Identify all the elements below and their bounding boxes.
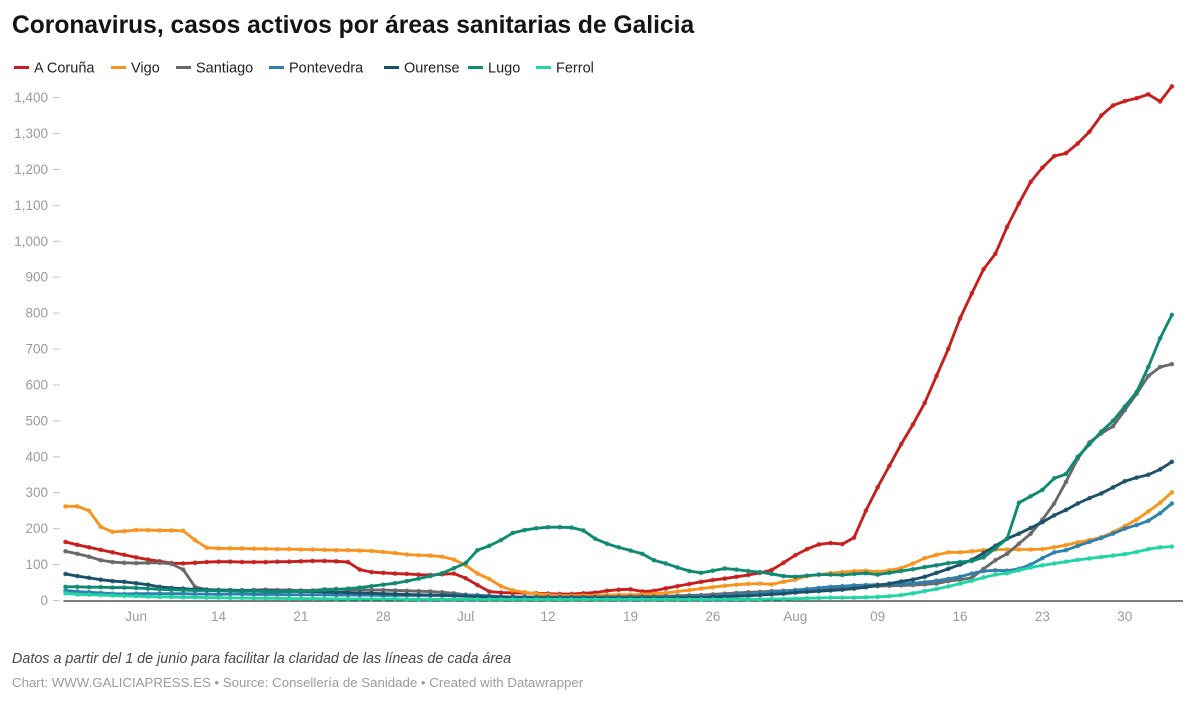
- svg-text:400: 400: [25, 449, 48, 464]
- svg-text:21: 21: [293, 609, 308, 624]
- svg-text:Ourense: Ourense: [404, 61, 460, 77]
- svg-text:1,300: 1,300: [14, 126, 48, 141]
- svg-text:0: 0: [40, 593, 48, 608]
- svg-text:500: 500: [25, 413, 48, 428]
- svg-text:Jul: Jul: [457, 609, 474, 624]
- svg-text:26: 26: [705, 609, 720, 624]
- svg-text:Ferrol: Ferrol: [556, 61, 594, 77]
- svg-text:09: 09: [870, 609, 885, 624]
- svg-text:1,000: 1,000: [14, 234, 48, 249]
- svg-text:Aug: Aug: [783, 609, 807, 624]
- svg-text:30: 30: [1117, 609, 1132, 624]
- svg-text:900: 900: [25, 270, 48, 285]
- svg-text:Santiago: Santiago: [196, 61, 253, 77]
- svg-text:300: 300: [25, 485, 48, 500]
- svg-text:28: 28: [376, 609, 391, 624]
- svg-text:Vigo: Vigo: [131, 61, 160, 77]
- svg-text:Pontevedra: Pontevedra: [289, 61, 364, 77]
- svg-text:100: 100: [25, 557, 48, 572]
- svg-text:12: 12: [541, 609, 556, 624]
- svg-text:1,400: 1,400: [14, 90, 48, 105]
- svg-text:700: 700: [25, 342, 48, 357]
- svg-text:Lugo: Lugo: [488, 61, 520, 77]
- svg-text:600: 600: [25, 377, 48, 392]
- svg-text:200: 200: [25, 521, 48, 536]
- svg-text:800: 800: [25, 306, 48, 321]
- svg-text:16: 16: [953, 609, 968, 624]
- svg-text:Jun: Jun: [125, 609, 147, 624]
- svg-text:19: 19: [623, 609, 638, 624]
- svg-text:1,100: 1,100: [14, 198, 48, 213]
- svg-text:1,200: 1,200: [14, 162, 48, 177]
- svg-text:23: 23: [1035, 609, 1050, 624]
- svg-text:A Coruña: A Coruña: [34, 61, 95, 77]
- svg-text:14: 14: [211, 609, 227, 624]
